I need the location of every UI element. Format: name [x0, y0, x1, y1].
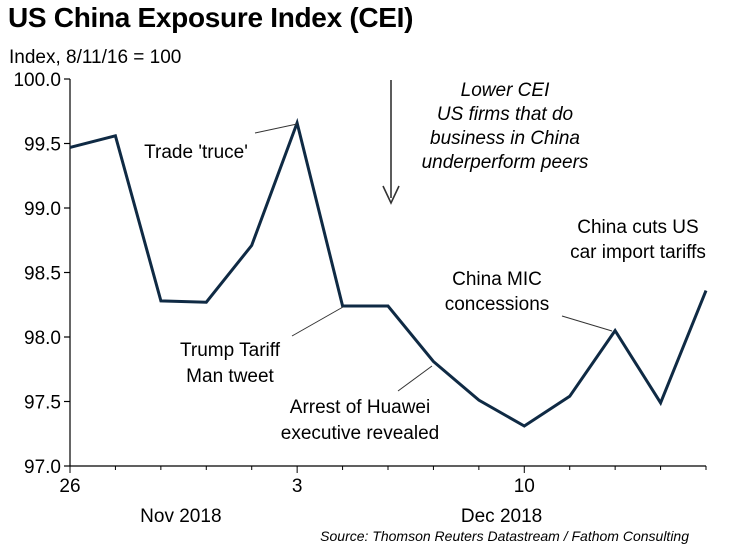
annotation-text: car import tariffs: [570, 242, 706, 263]
annotation-text: business in China: [430, 128, 580, 149]
annotation-leader-line: [561, 315, 613, 332]
x-tick-label: 26: [59, 476, 80, 497]
annotations-layer: Trade 'truce' Trump Tariff Man tweet Arrest…: [144, 80, 706, 444]
annotation-text: executive revealed: [281, 423, 439, 444]
annotation-text: Man tweet: [186, 366, 274, 387]
y-tick-label: 97.5: [24, 393, 61, 414]
y-tick-label: 99.5: [24, 135, 61, 156]
annotation-text: US firms that do: [437, 104, 573, 125]
annotation-text: Lower CEI: [461, 80, 550, 101]
annotation-text: Arrest of Huawei: [290, 397, 430, 418]
axes: 97.0 97.5 98.0 98.5 99.0 99.5 100.0 26 3 10 Nov 20…: [13, 70, 707, 527]
y-tick-label: 97.0: [24, 457, 61, 478]
annotation-text: Trade 'truce': [144, 142, 248, 163]
y-tick-label: 99.0: [24, 199, 61, 220]
annotation-leader-line: [254, 123, 298, 134]
y-tick-label: 98.0: [24, 328, 61, 349]
annotation-text: Trump Tariff: [180, 340, 281, 361]
annotation-leader-line: [397, 365, 433, 392]
source-note: Source: Thomson Reuters Datastream / Fat…: [320, 528, 689, 544]
annotation-text: underperform peers: [422, 152, 589, 173]
chart-title: US China Exposure Index (CEI): [8, 2, 414, 33]
x-tick-label: 10: [514, 476, 535, 497]
chart-subtitle: Index, 8/11/16 = 100: [9, 47, 182, 68]
down-arrow-head: [382, 185, 400, 205]
annotation-text: China cuts US: [577, 217, 698, 238]
x-month-label: Dec 2018: [461, 506, 542, 527]
annotation-leader-line: [291, 306, 344, 337]
x-month-label: Nov 2018: [140, 506, 221, 527]
annotation-text: concessions: [445, 294, 550, 315]
x-tick-label: 3: [292, 476, 303, 497]
series-layer: [69, 117, 708, 428]
annotation-text: China MIC: [452, 269, 542, 290]
y-tick-label: 100.0: [13, 70, 61, 91]
series-line-cei: [69, 117, 708, 428]
y-tick-label: 98.5: [24, 264, 61, 285]
